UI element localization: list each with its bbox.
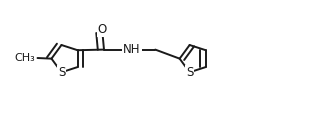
Text: O: O xyxy=(98,23,107,36)
Text: CH₃: CH₃ xyxy=(15,53,35,63)
Text: S: S xyxy=(58,66,65,79)
Text: S: S xyxy=(186,66,193,79)
Text: NH: NH xyxy=(123,43,141,56)
